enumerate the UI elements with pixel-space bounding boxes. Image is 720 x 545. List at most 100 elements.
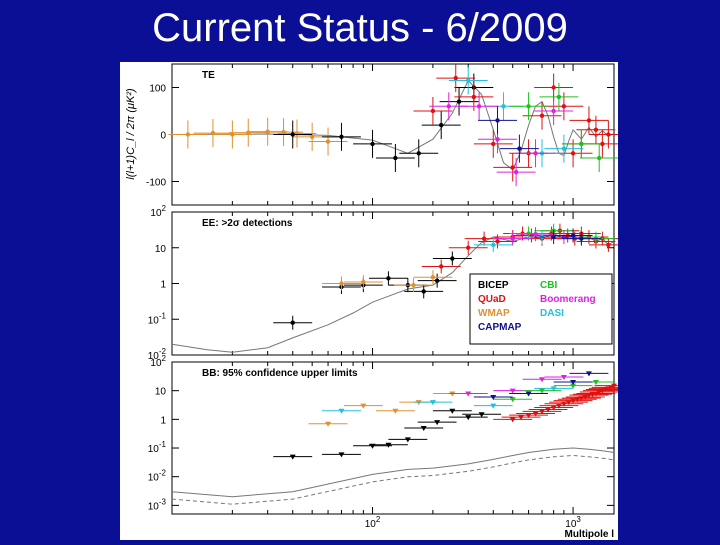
data-point-ee-wmap bbox=[413, 270, 453, 285]
data-point-bb-quad bbox=[549, 400, 589, 406]
ytick-label-bb: 102 bbox=[150, 354, 166, 369]
data-point-ee-bicep bbox=[417, 273, 457, 288]
data-point-bb-capmap bbox=[473, 395, 513, 401]
data-point-ee-wmap bbox=[322, 276, 361, 291]
data-point-ee-quad bbox=[421, 259, 461, 274]
panel-title-te: TE bbox=[202, 70, 215, 81]
legend-entry-bicep: BICEP bbox=[478, 280, 509, 291]
data-point-ee-wmap bbox=[394, 278, 433, 293]
data-point-te-wmap bbox=[212, 120, 252, 149]
data-point-bb-dasi bbox=[473, 403, 513, 409]
data-point-bb-bicep bbox=[404, 425, 444, 431]
data-point-bb-quad bbox=[509, 413, 549, 419]
data-point-te-boomerang bbox=[496, 158, 536, 187]
data-point-te-bicep bbox=[399, 139, 439, 168]
data-point-te-wmap bbox=[228, 118, 268, 147]
ytick-label-ee: 10-1 bbox=[148, 311, 167, 326]
ytick-label-ee: 10-2 bbox=[148, 347, 167, 362]
data-point-bb-wmap bbox=[375, 408, 415, 414]
data-point-ee-boomerang bbox=[493, 231, 533, 246]
polarization-figure: -100 0 100 TE 10-2 10-1 1 10 102 EE: >2σ detectio… bbox=[125, 63, 634, 540]
ytick-label-te: 100 bbox=[149, 84, 166, 95]
ytick-label-bb: 10 bbox=[155, 387, 167, 398]
data-point-ee-bicep bbox=[432, 251, 472, 266]
ytick-label-te: -100 bbox=[146, 178, 166, 189]
data-point-bb-boomerang bbox=[522, 377, 562, 383]
legend-entry-wmap: WMAP bbox=[478, 308, 510, 319]
ytick-label-ee: 10 bbox=[155, 244, 167, 255]
data-point-te-quad bbox=[473, 129, 513, 158]
data-point-bb-quad bbox=[493, 417, 533, 423]
model-curve-dashed-bb bbox=[171, 454, 615, 505]
data-point-bb-bicep bbox=[432, 408, 472, 414]
data-point-bb-quad bbox=[579, 389, 619, 395]
data-point-te-quad bbox=[493, 153, 533, 182]
data-point-te-bicep bbox=[353, 129, 392, 158]
data-point-bb-cbi bbox=[553, 383, 593, 389]
data-point-ee-bicep bbox=[273, 315, 313, 330]
data-point-bb-quad bbox=[516, 411, 555, 417]
legend-box bbox=[469, 273, 613, 345]
data-point-bb-bicep bbox=[417, 420, 457, 426]
ytick-label-bb: 10-2 bbox=[148, 469, 167, 484]
ytick-label-bb: 10-1 bbox=[148, 440, 167, 455]
data-point-te-bicep bbox=[375, 144, 415, 172]
data-point-ee-boomerang bbox=[516, 227, 555, 242]
data-point-bb-quad bbox=[528, 407, 568, 413]
data-point-bb-bicep bbox=[388, 437, 428, 443]
data-point-te-bicep bbox=[439, 87, 479, 116]
data-point-te-boomerang bbox=[459, 92, 499, 121]
data-point-te-cbi bbox=[561, 129, 601, 158]
data-point-bb-bicep bbox=[448, 415, 488, 421]
data-point-bb-quad bbox=[534, 405, 574, 411]
xtick-label: 103 bbox=[565, 515, 581, 530]
xtick-label: 102 bbox=[365, 515, 381, 530]
data-point-te-bicep bbox=[421, 111, 461, 140]
data-point-bb-bicep bbox=[322, 452, 361, 458]
data-point-te-dasi bbox=[544, 134, 584, 163]
data-point-te-cbi bbox=[509, 92, 549, 121]
data-point-bb-wmap bbox=[343, 403, 383, 409]
data-point-te-dasi bbox=[448, 66, 488, 95]
data-point-ee-bicep bbox=[404, 284, 444, 299]
data-point-te-capmap bbox=[478, 106, 517, 135]
data-point-bb-cbi bbox=[493, 397, 533, 403]
ytick-label-ee: 1 bbox=[160, 280, 166, 291]
data-point-te-boomerang bbox=[516, 139, 555, 168]
data-point-bb-dasi bbox=[413, 400, 453, 406]
data-point-ee-capmap bbox=[561, 231, 601, 246]
data-point-ee-quad bbox=[478, 234, 517, 249]
data-point-bb-bicep bbox=[273, 454, 313, 460]
data-point-te-wmap bbox=[193, 119, 233, 148]
legend-entry-cbi: CBI bbox=[540, 280, 557, 291]
data-point-ee-bicep bbox=[368, 271, 408, 286]
data-point-ee-capmap bbox=[553, 228, 593, 243]
data-point-te-bicep bbox=[273, 120, 313, 149]
data-point-bb-dasi bbox=[534, 386, 574, 392]
data-point-bb-quad bbox=[522, 409, 562, 415]
ytick-label-te: 0 bbox=[160, 131, 166, 142]
ytick-label-ee: 102 bbox=[150, 204, 166, 219]
data-point-bb-quad bbox=[501, 415, 541, 421]
legend-entry-dasi: DASI bbox=[540, 308, 564, 319]
data-point-te-cbi bbox=[579, 144, 619, 172]
legend-entry-capmap: CAPMAP bbox=[478, 322, 522, 333]
data-point-ee-dasi bbox=[473, 237, 513, 252]
data-point-bb-quad bbox=[544, 401, 584, 407]
data-point-bb-capmap bbox=[509, 391, 549, 397]
model-curve-te bbox=[171, 79, 615, 171]
panel-title-ee: EE: >2σ detections bbox=[202, 218, 293, 229]
data-point-te-cbi bbox=[539, 82, 579, 111]
slide-title: Current Status - 6/2009 bbox=[152, 6, 568, 50]
data-point-ee-wmap bbox=[343, 275, 383, 290]
data-point-bb-capmap bbox=[569, 371, 609, 377]
panel-frame-bb bbox=[171, 361, 615, 515]
data-point-bb-dasi bbox=[322, 408, 361, 414]
panel-title-bb: BB: 95% confidence upper limits bbox=[202, 368, 358, 379]
data-point-te-quad bbox=[413, 97, 453, 125]
model-curve-bb bbox=[171, 447, 615, 498]
legend-entry-boomerang: Boomerang bbox=[540, 294, 596, 305]
data-point-bb-bicep bbox=[462, 412, 502, 418]
data-point-bb-quad bbox=[553, 398, 593, 404]
data-point-bb-boomerang bbox=[448, 391, 488, 397]
